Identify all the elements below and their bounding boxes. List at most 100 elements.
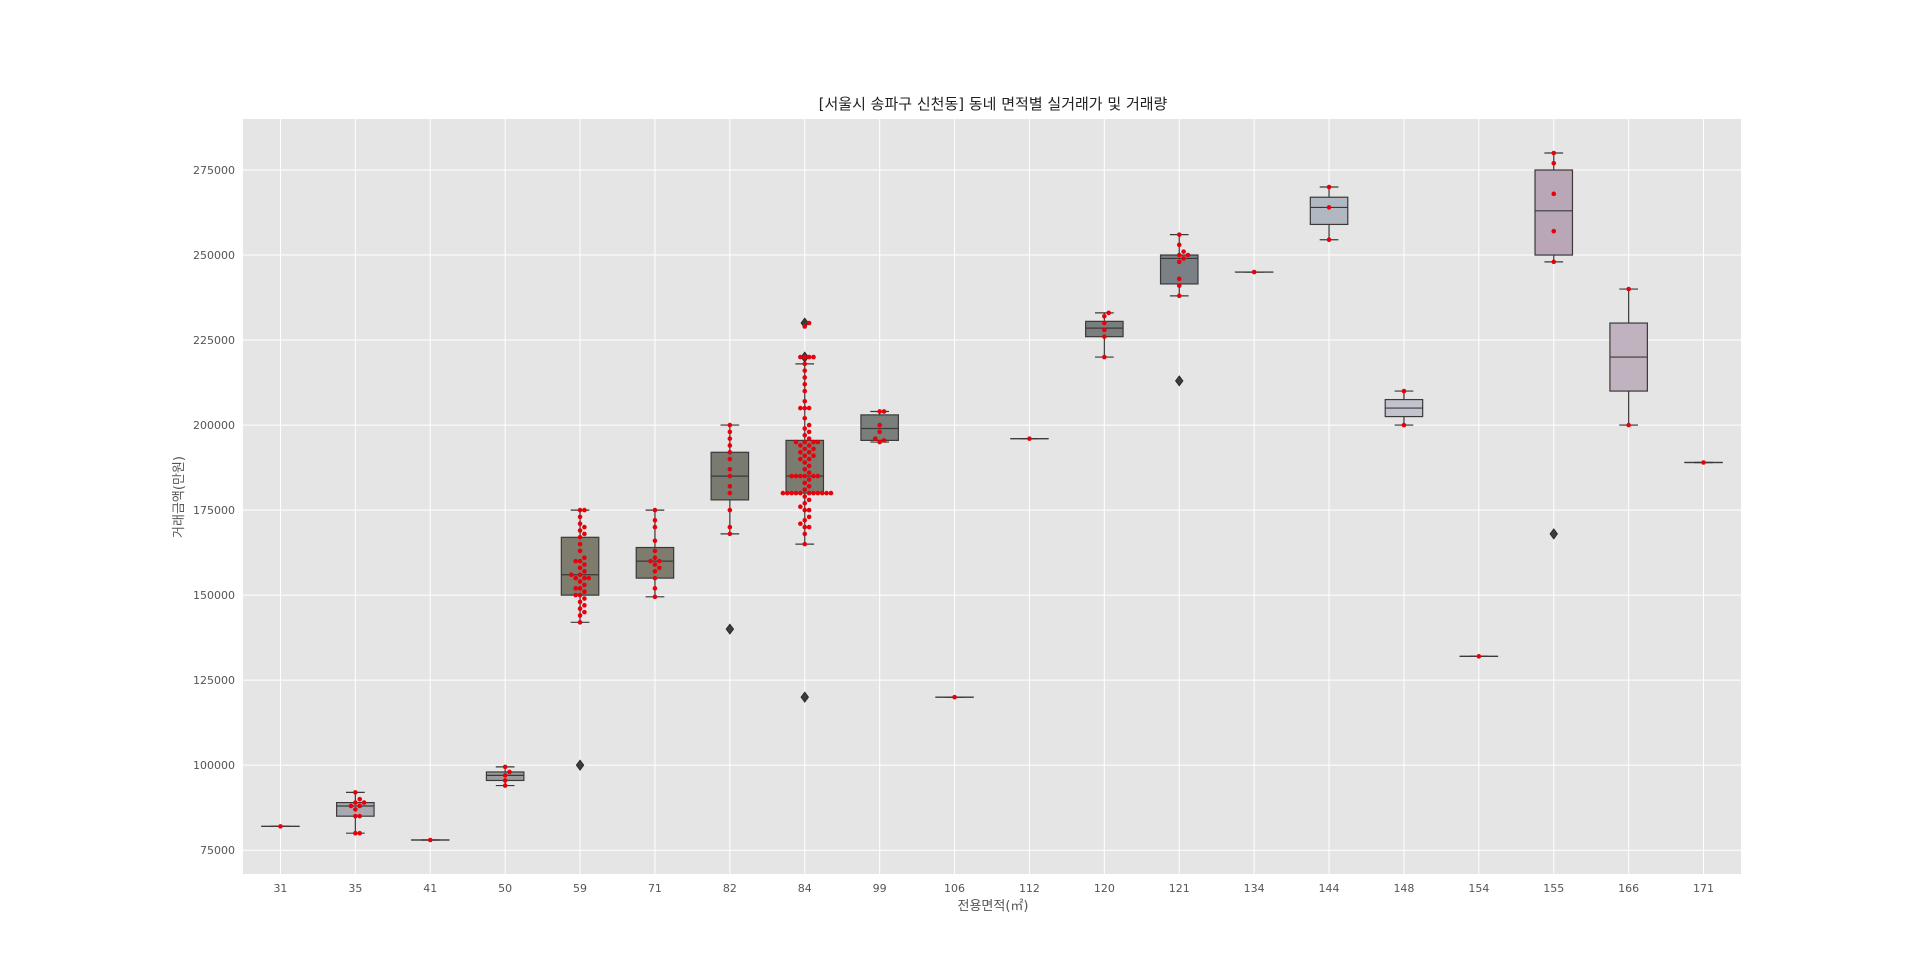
y-tick-label: 100000 xyxy=(193,759,235,772)
data-point xyxy=(1551,259,1557,265)
data-point xyxy=(1626,286,1631,292)
x-tick-label: 41 xyxy=(423,882,437,895)
data-point xyxy=(1176,276,1182,282)
data-point xyxy=(573,586,578,591)
data-point xyxy=(798,354,803,360)
data-point xyxy=(815,439,821,445)
data-point xyxy=(727,490,733,496)
y-tick-label: 75000 xyxy=(200,844,235,857)
data-point xyxy=(573,592,578,598)
data-point xyxy=(806,422,812,428)
data-point xyxy=(798,456,803,462)
data-point xyxy=(573,558,578,564)
data-point xyxy=(784,490,790,496)
data-point xyxy=(780,490,786,496)
box-flier xyxy=(800,691,809,703)
data-point xyxy=(819,490,825,496)
data-point xyxy=(577,586,583,591)
box-iqr xyxy=(860,414,899,441)
data-point xyxy=(577,558,583,564)
data-point xyxy=(802,453,808,458)
data-point xyxy=(789,490,794,496)
data-point xyxy=(877,422,882,428)
data-point xyxy=(582,524,587,530)
data-point xyxy=(353,790,358,795)
data-point xyxy=(1551,228,1557,234)
x-tick-label: 82 xyxy=(723,882,737,895)
data-point xyxy=(798,473,803,479)
data-point xyxy=(577,528,583,533)
y-tick-label: 200000 xyxy=(193,419,235,432)
data-point xyxy=(806,449,812,455)
x-tick-label: 50 xyxy=(498,882,512,895)
x-tick-label: 59 xyxy=(573,882,587,895)
data-point xyxy=(802,415,808,421)
data-point xyxy=(357,803,363,809)
data-point xyxy=(952,694,957,700)
data-point xyxy=(1176,259,1182,265)
data-point xyxy=(648,558,653,564)
data-point xyxy=(577,613,583,618)
data-point xyxy=(577,606,583,612)
data-point xyxy=(1476,654,1482,659)
data-point xyxy=(815,473,821,479)
data-point xyxy=(1102,313,1107,319)
data-point xyxy=(577,592,583,598)
data-point xyxy=(582,555,587,561)
data-point xyxy=(1102,334,1107,339)
box-flier xyxy=(725,623,735,635)
data-point xyxy=(1251,269,1257,275)
data-point xyxy=(1401,422,1407,428)
data-point xyxy=(806,429,812,435)
data-point xyxy=(798,521,803,527)
data-point xyxy=(802,405,808,411)
x-tick-label: 171 xyxy=(1693,882,1714,895)
box-flier xyxy=(575,759,585,771)
data-point xyxy=(802,507,808,513)
data-point xyxy=(806,514,812,520)
data-point xyxy=(361,800,367,805)
data-point xyxy=(657,565,662,571)
x-tick-label: 71 xyxy=(648,882,662,895)
data-point xyxy=(828,490,834,496)
data-point xyxy=(798,449,803,455)
data-point xyxy=(1102,354,1107,360)
data-point xyxy=(802,531,808,537)
data-point xyxy=(1551,160,1557,166)
x-tick-label: 144 xyxy=(1319,882,1340,895)
data-point xyxy=(815,490,821,496)
data-point xyxy=(802,426,808,431)
data-point xyxy=(727,473,733,479)
data-point xyxy=(507,769,512,775)
data-point xyxy=(652,569,658,574)
box-155 xyxy=(1534,152,1574,540)
data-point xyxy=(877,439,882,445)
data-point xyxy=(727,524,733,530)
x-tick-label: 112 xyxy=(1019,882,1040,895)
data-point xyxy=(1176,252,1182,258)
data-point xyxy=(652,594,658,600)
box-iqr xyxy=(1534,169,1574,256)
data-point xyxy=(502,773,508,778)
data-point xyxy=(824,490,829,496)
data-point xyxy=(806,456,812,462)
data-point xyxy=(802,466,808,472)
data-point xyxy=(802,439,808,445)
data-point xyxy=(1176,232,1182,237)
data-point xyxy=(802,324,808,329)
data-point xyxy=(806,507,812,513)
data-point xyxy=(652,555,658,561)
data-point xyxy=(881,409,887,414)
data-point xyxy=(1326,205,1332,210)
data-point xyxy=(1185,252,1191,258)
data-point xyxy=(1326,237,1332,243)
y-tick-label: 250000 xyxy=(193,249,235,262)
x-tick-label: 154 xyxy=(1468,882,1489,895)
data-point xyxy=(357,830,363,836)
data-point xyxy=(502,783,508,788)
data-point xyxy=(1176,242,1182,248)
data-point xyxy=(652,548,658,554)
x-tick-label: 134 xyxy=(1244,882,1265,895)
data-point xyxy=(802,501,808,506)
x-tick-label: 31 xyxy=(273,882,287,895)
